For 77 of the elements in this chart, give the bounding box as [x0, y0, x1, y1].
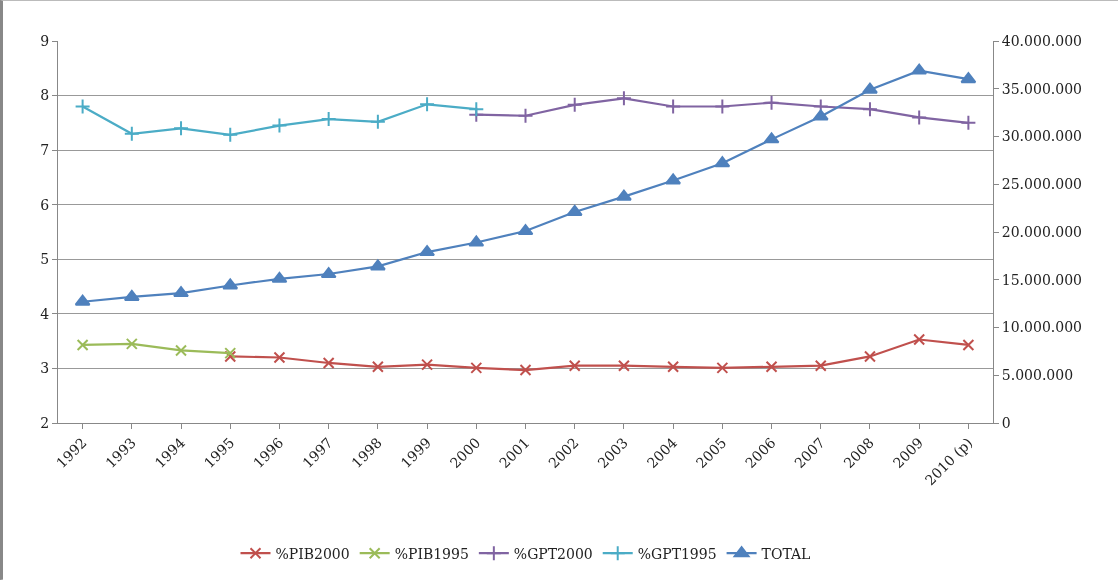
point [615, 189, 632, 201]
y-tick-label: 5 [40, 251, 50, 268]
point [517, 107, 534, 124]
y-tick-label: 3 [40, 360, 50, 377]
y2-tick-label: 30.000.000 [1001, 128, 1082, 145]
point [665, 98, 682, 115]
point [861, 101, 878, 118]
point [419, 96, 436, 113]
point [714, 156, 731, 168]
legend-label: %GPT1995 [637, 545, 717, 562]
point [911, 109, 928, 126]
point [320, 267, 337, 279]
point [763, 94, 780, 111]
point [271, 117, 288, 134]
point [519, 364, 532, 377]
point [421, 358, 434, 371]
point [468, 235, 485, 247]
point [863, 350, 876, 363]
point [517, 224, 534, 236]
point [812, 109, 829, 121]
point [862, 82, 878, 94]
point [125, 337, 138, 350]
point [76, 338, 89, 351]
point [960, 72, 977, 84]
point [470, 361, 483, 374]
y2-tick-label: 10.000.000 [1001, 319, 1082, 336]
y2-tick-label: 40.000.000 [1001, 32, 1082, 49]
y2-tick-label: 35.000.000 [1001, 80, 1082, 97]
point [617, 359, 630, 372]
point [962, 338, 975, 351]
point [74, 98, 91, 115]
point [566, 204, 583, 216]
point [369, 113, 386, 130]
point [714, 98, 731, 115]
point [371, 360, 384, 373]
y-tick-label: 8 [40, 87, 50, 104]
y-tick-label: 4 [40, 305, 50, 322]
point [123, 125, 140, 142]
point [74, 294, 91, 306]
y2-tick-label: 5.000.000 [1001, 367, 1074, 384]
point [222, 126, 239, 143]
y2-tick-label: 20.000.000 [1001, 223, 1082, 240]
point [369, 259, 386, 271]
point [665, 173, 682, 185]
point [173, 120, 190, 137]
y-tick-label: 9 [40, 32, 50, 49]
y2-tick-label: 25.000.000 [1001, 176, 1082, 193]
point [419, 245, 436, 257]
y-tick-label: 6 [40, 196, 50, 213]
y2-tick-label: 0 [1001, 414, 1011, 431]
point [468, 101, 485, 118]
point [123, 289, 140, 301]
point [273, 351, 286, 364]
point [568, 359, 581, 372]
point [322, 356, 335, 369]
point [175, 344, 188, 357]
point [615, 90, 632, 107]
y2-tick-label: 15.000.000 [1001, 271, 1082, 288]
point [765, 360, 778, 373]
point [271, 271, 288, 283]
point [911, 63, 928, 75]
y-tick-label: 2 [40, 414, 50, 431]
point [320, 111, 337, 128]
legend-label: TOTAL [761, 545, 811, 562]
point [667, 360, 680, 373]
point [960, 114, 977, 131]
point [763, 132, 780, 144]
legend-label: %PIB2000 [275, 545, 350, 562]
point [222, 278, 239, 290]
legend-label: %PIB1995 [394, 545, 469, 562]
point [173, 286, 189, 298]
point [716, 361, 729, 374]
legend-label: %GPT2000 [513, 545, 593, 562]
point [913, 333, 926, 346]
point [814, 359, 827, 372]
y-tick-label: 7 [40, 142, 50, 159]
point [566, 96, 583, 113]
